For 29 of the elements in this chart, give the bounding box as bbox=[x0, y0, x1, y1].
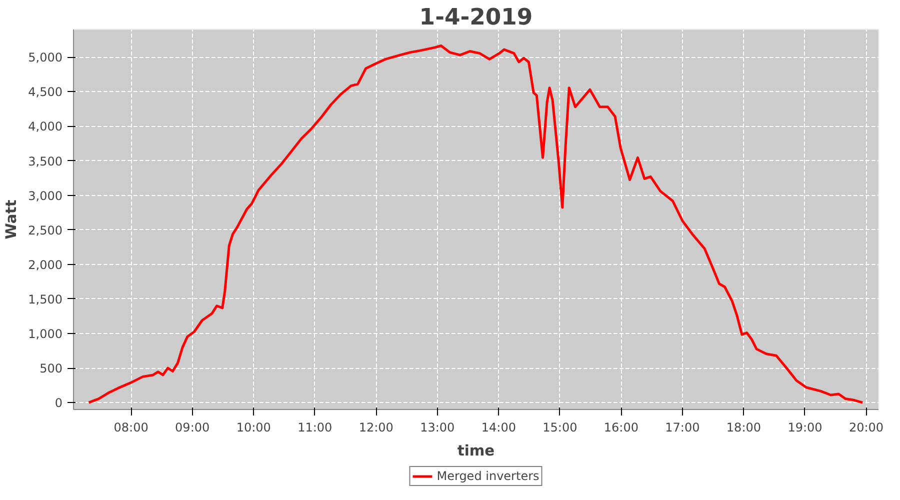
y-tick-label: 2,000 bbox=[28, 258, 63, 272]
y-tick-label: 3,500 bbox=[28, 154, 63, 168]
x-tick-label: 18:00 bbox=[726, 420, 762, 434]
y-tick-label: 1,500 bbox=[28, 292, 63, 306]
y-tick-label: 4,500 bbox=[28, 85, 63, 100]
y-tick-label: 3,000 bbox=[28, 188, 63, 203]
y-tick-label: 0 bbox=[54, 396, 63, 410]
x-tick-label: 15:00 bbox=[542, 420, 578, 434]
y-tick-label: 4,000 bbox=[28, 120, 63, 134]
y-tick-label: 2,500 bbox=[28, 223, 63, 238]
y-tick-label: 500 bbox=[40, 362, 62, 376]
y-tick-label: 1,000 bbox=[28, 327, 63, 341]
x-tick-label: 16:00 bbox=[604, 420, 638, 434]
x-tick-label: 10:00 bbox=[236, 420, 271, 434]
x-tick-label: 13:00 bbox=[420, 420, 455, 434]
x-tick-label: 09:00 bbox=[175, 420, 210, 434]
x-tick-label: 14:00 bbox=[481, 420, 516, 434]
legend-label: Merged inverters bbox=[436, 469, 540, 483]
y-axis-title: Watt bbox=[3, 200, 20, 240]
x-tick-label: 12:00 bbox=[358, 420, 394, 434]
x-tick-label: 08:00 bbox=[114, 420, 148, 434]
chart-title: 1-4-2019 bbox=[419, 4, 533, 30]
x-tick-label: 11:00 bbox=[298, 420, 332, 434]
x-tick-label: 19:00 bbox=[788, 420, 822, 434]
y-tick-label: 5,000 bbox=[28, 50, 63, 65]
x-tick-label: 20:00 bbox=[848, 420, 884, 434]
x-tick-label: 17:00 bbox=[665, 420, 700, 434]
line-series bbox=[88, 44, 864, 404]
x-axis-title: time bbox=[457, 442, 495, 460]
